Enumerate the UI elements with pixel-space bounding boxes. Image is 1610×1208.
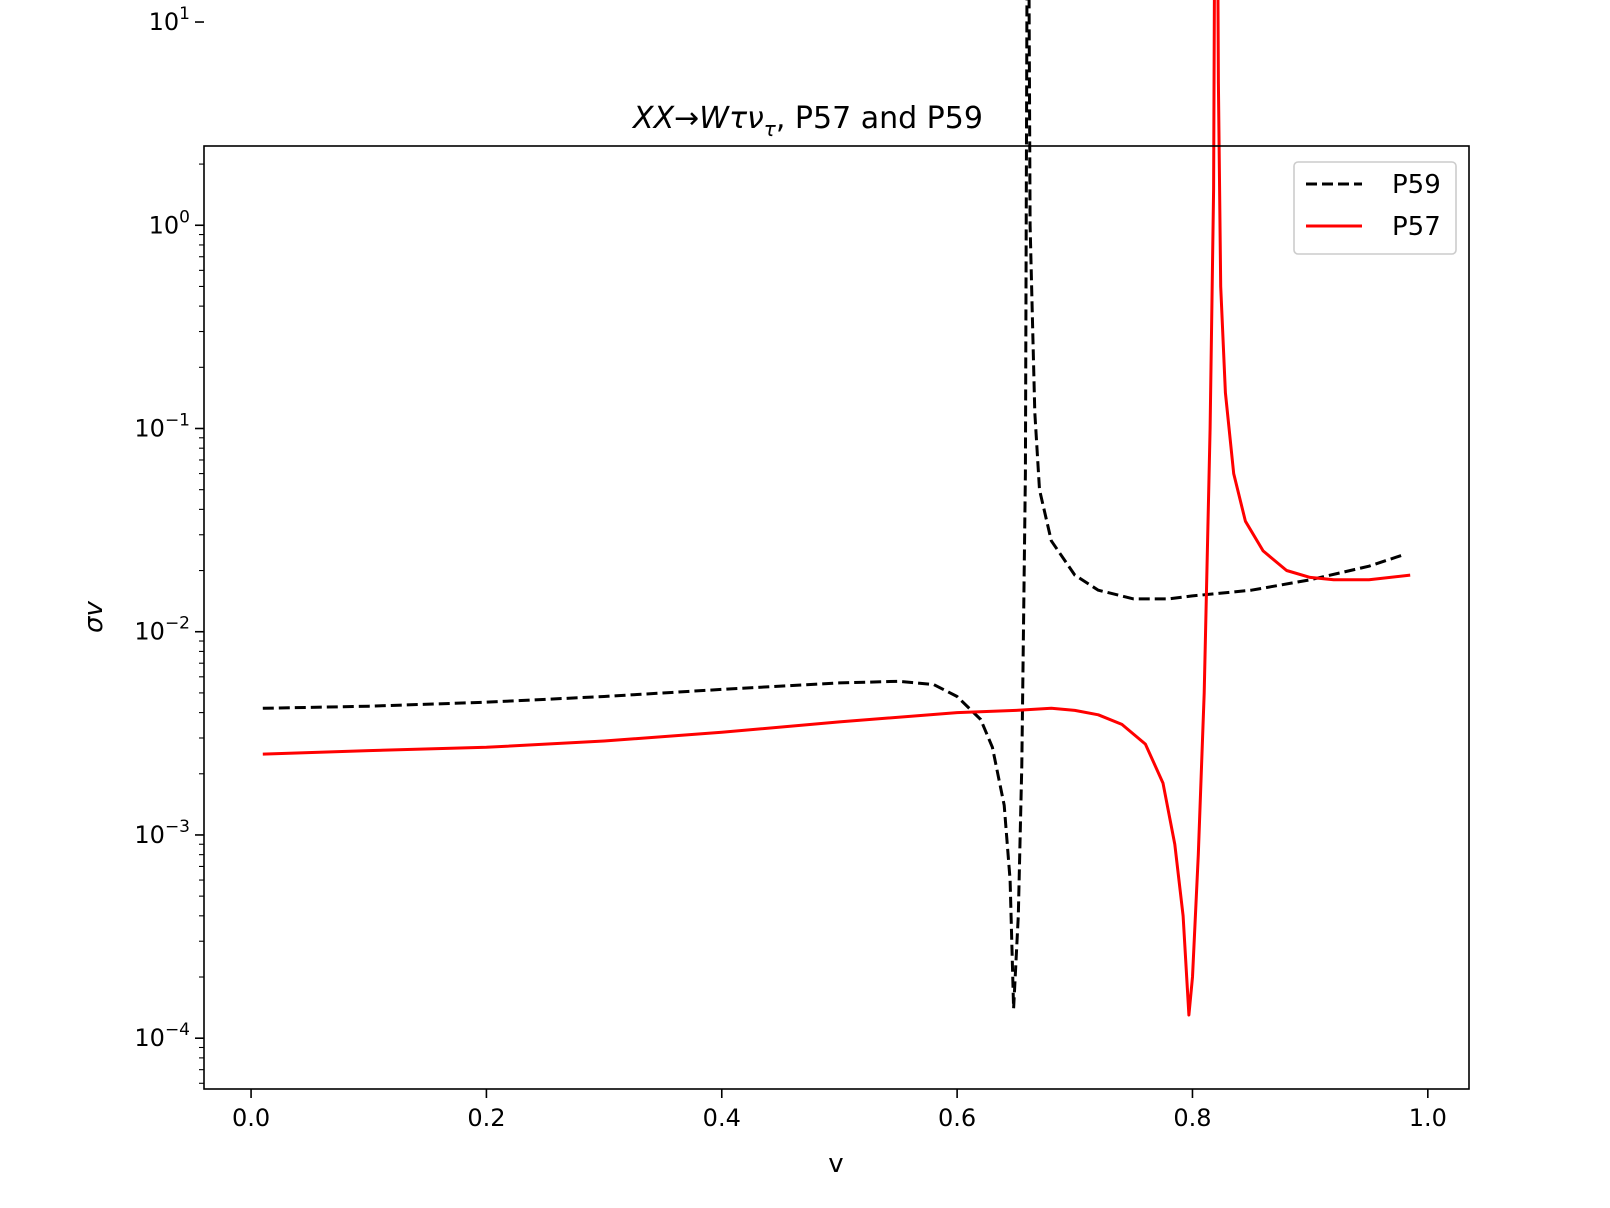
y-axis: 10−410−310−210−1100101102103 — [134, 4, 204, 1084]
series-layer — [262, 0, 1411, 1017]
chart-title-rest: , P57 and P59 — [776, 101, 983, 136]
x-axis-label: v — [828, 1149, 843, 1179]
chart-title: XX→Wτντ, P57 and P59 — [631, 101, 983, 141]
y-tick-label: 10−4 — [134, 1020, 190, 1052]
legend-label-p59: P59 — [1392, 170, 1441, 200]
series-line-p59 — [262, 0, 1405, 1010]
x-tick-label: 0.6 — [938, 1104, 976, 1132]
y-tick-label: 101 — [149, 4, 190, 36]
legend-label-p57: P57 — [1392, 212, 1441, 242]
plot-area — [203, 0, 1470, 1090]
x-tick-label: 0.8 — [1173, 1104, 1211, 1132]
x-tick-label: 0.2 — [467, 1104, 505, 1132]
x-tick-label: 0.4 — [703, 1104, 741, 1132]
x-axis: 0.0 0.2 0.4 0.6 0.8 1.0 — [232, 1089, 1447, 1132]
x-tick-label: 1.0 — [1409, 1104, 1447, 1132]
y-tick-label: 100 — [149, 207, 190, 239]
chart-title-subscript: τ — [764, 117, 777, 141]
legend: P59 P57 — [1293, 161, 1457, 255]
y-axis-label: σv — [79, 600, 109, 632]
y-tick-label: 10−1 — [134, 410, 190, 442]
plot-frame — [203, 145, 1470, 1090]
y-tick-label: 10−3 — [134, 817, 190, 849]
legend-box — [1293, 161, 1457, 255]
series-line-p57 — [262, 0, 1411, 1017]
y-tick-label: 10−2 — [134, 614, 190, 646]
x-tick-label: 0.0 — [232, 1104, 270, 1132]
